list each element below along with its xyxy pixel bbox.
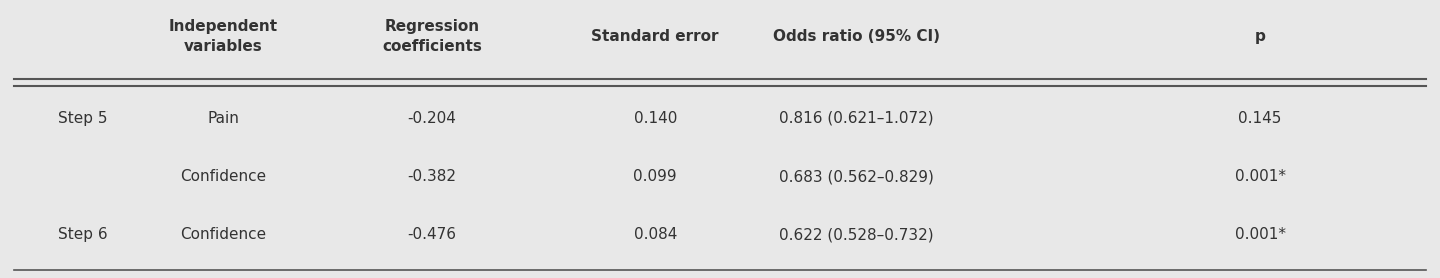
Text: 0.140: 0.140 — [634, 111, 677, 126]
Text: Independent
variables: Independent variables — [168, 19, 278, 54]
Text: 0.683 (0.562–0.829): 0.683 (0.562–0.829) — [779, 169, 935, 184]
Text: -0.204: -0.204 — [408, 111, 456, 126]
Text: 0.001*: 0.001* — [1234, 169, 1286, 184]
Text: p: p — [1254, 29, 1266, 44]
Text: -0.476: -0.476 — [408, 227, 456, 242]
Text: 0.001*: 0.001* — [1234, 227, 1286, 242]
Text: -0.382: -0.382 — [408, 169, 456, 184]
Text: 0.145: 0.145 — [1238, 111, 1282, 126]
Text: 0.816 (0.621–1.072): 0.816 (0.621–1.072) — [779, 111, 935, 126]
Text: Confidence: Confidence — [180, 169, 266, 184]
Text: Odds ratio (95% CI): Odds ratio (95% CI) — [773, 29, 940, 44]
Text: 0.099: 0.099 — [634, 169, 677, 184]
Text: 0.622 (0.528–0.732): 0.622 (0.528–0.732) — [779, 227, 935, 242]
Text: Standard error: Standard error — [592, 29, 719, 44]
Text: Confidence: Confidence — [180, 227, 266, 242]
Text: Pain: Pain — [207, 111, 239, 126]
Text: Step 6: Step 6 — [58, 227, 107, 242]
Text: Step 5: Step 5 — [58, 111, 107, 126]
Text: 0.084: 0.084 — [634, 227, 677, 242]
Text: Regression
coefficients: Regression coefficients — [382, 19, 482, 54]
